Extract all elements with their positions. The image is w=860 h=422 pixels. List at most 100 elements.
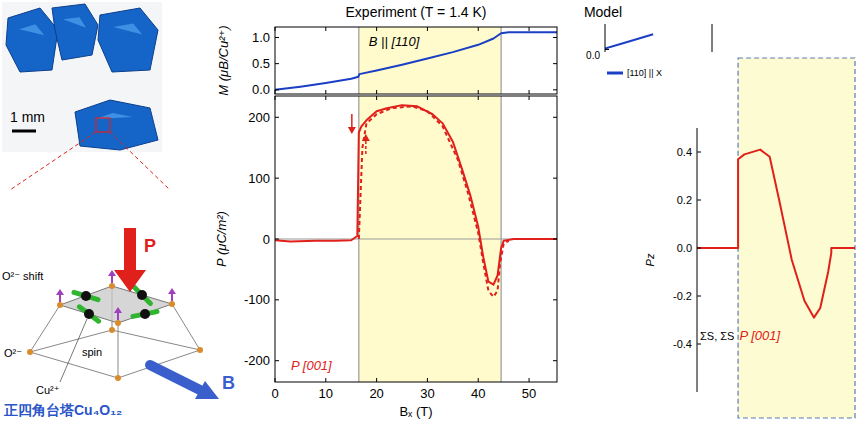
- y-tick-label: 0.4: [677, 146, 692, 158]
- x-tick: [275, 378, 276, 382]
- figure: 1 mmPO²⁻ shiftspinO²⁻Cu²⁺B正四角台塔Cu₄O₁₂0.0…: [0, 0, 860, 422]
- series-line: [275, 105, 557, 285]
- zoom-line: [10, 132, 96, 190]
- top-plane: [60, 286, 172, 323]
- x-tick-label: 40: [471, 386, 485, 401]
- x-tick: [275, 90, 276, 94]
- oxygen-shift-label: O²⁻ shift: [2, 270, 43, 282]
- y-tick-label: 0: [263, 232, 270, 247]
- y-tick: [553, 360, 557, 361]
- y-tick-label: 200: [248, 110, 270, 125]
- crystal-highlight: [19, 24, 44, 35]
- y-tick: [275, 37, 279, 38]
- x-tick: [427, 378, 428, 382]
- oxygen-atom: [27, 349, 33, 355]
- crystal: [52, 4, 98, 60]
- y-axis: [605, 24, 606, 52]
- plot-area: [275, 27, 557, 94]
- x-tick: [478, 96, 479, 100]
- y-tick-label: 100: [248, 171, 270, 186]
- series-line: [697, 150, 855, 318]
- y-axis-title: M (μB/Cu²⁺): [216, 25, 231, 95]
- x-tick: [275, 27, 276, 31]
- annotation: P [001]: [739, 328, 780, 343]
- x-tick: [529, 90, 530, 94]
- scale-bar: [12, 130, 36, 133]
- x-tick-label: 20: [369, 386, 383, 401]
- spin-rod: [134, 287, 151, 304]
- copper-label: Cu²⁺: [36, 384, 60, 396]
- oxygen-shift-head: [114, 307, 122, 313]
- base-square: [30, 330, 200, 378]
- crystal: [6, 8, 58, 72]
- y-tick: [275, 63, 279, 64]
- y-tick: [605, 49, 609, 50]
- oxygen-atom: [115, 320, 121, 326]
- y-tick: [697, 200, 701, 201]
- y-tick: [553, 89, 557, 90]
- legend-swatch: [607, 72, 623, 75]
- plot-edge: [712, 24, 713, 52]
- series-line: [605, 34, 653, 48]
- copper-atom: [137, 290, 147, 300]
- y-tick: [275, 117, 279, 118]
- y-tick: [275, 89, 279, 90]
- x-tick-label: 10: [319, 386, 333, 401]
- y-tick: [553, 239, 557, 240]
- plot-area: [697, 150, 855, 318]
- series-line: [275, 32, 557, 90]
- field-label: B: [222, 373, 235, 393]
- chart-title: Model: [584, 4, 622, 20]
- y-tick-label: 0.0: [252, 82, 270, 97]
- transition-line: [358, 27, 359, 94]
- y-tick: [553, 299, 557, 300]
- x-tick: [325, 378, 326, 382]
- crystal-highlight: [113, 24, 142, 35]
- x-tick: [376, 378, 377, 382]
- x-tick: [478, 27, 479, 31]
- copper-leader: [60, 319, 87, 382]
- spin-label: spin: [82, 346, 102, 358]
- oxygen-label: O²⁻: [4, 347, 22, 359]
- y-tick: [275, 360, 279, 361]
- sweep-head: [362, 134, 370, 141]
- spin-rod: [79, 307, 98, 321]
- y-tick-label: 0.2: [677, 194, 692, 206]
- cupola-edge: [118, 323, 119, 378]
- sweep-head: [348, 127, 356, 134]
- y-axis-title: Pz: [644, 253, 656, 266]
- x-axis-title: Bₓ (T): [399, 404, 432, 419]
- sweep-arrow: [365, 140, 367, 154]
- oxygen-atom: [109, 283, 115, 289]
- copper-atom: [84, 309, 94, 319]
- x-tick: [529, 27, 530, 31]
- y-tick: [553, 178, 557, 179]
- x-tick: [275, 96, 276, 100]
- x-tick: [427, 90, 428, 94]
- y-tick-label: -0.2: [673, 290, 692, 302]
- crystal: [98, 8, 158, 72]
- plot-frame: [275, 96, 557, 382]
- x-tick: [478, 90, 479, 94]
- y-axis-title: P (μC/m²): [214, 211, 229, 267]
- cupola-edge: [30, 305, 60, 352]
- shaded-region: [738, 58, 855, 418]
- x-tick: [376, 96, 377, 100]
- y-tick-label: 0.5: [252, 56, 270, 71]
- oxygen-shift-arrow: [117, 312, 119, 320]
- y-tick-label: -100: [244, 292, 270, 307]
- annotation: P [001]: [291, 358, 332, 373]
- transition-line: [501, 27, 502, 94]
- polarization-arrow: [124, 228, 136, 272]
- crystal-highlight: [63, 17, 86, 28]
- zoom-line: [110, 132, 170, 190]
- oxygen-atom: [115, 375, 121, 381]
- photo-background: [2, 2, 162, 152]
- field-head: [195, 381, 219, 399]
- oxygen-shift-head: [168, 288, 176, 294]
- x-tick-label: 30: [420, 386, 434, 401]
- copper-atom: [81, 291, 91, 301]
- oxygen-atom: [109, 327, 115, 333]
- scale-label: 1 mm: [10, 109, 45, 125]
- y-axis: [697, 128, 698, 392]
